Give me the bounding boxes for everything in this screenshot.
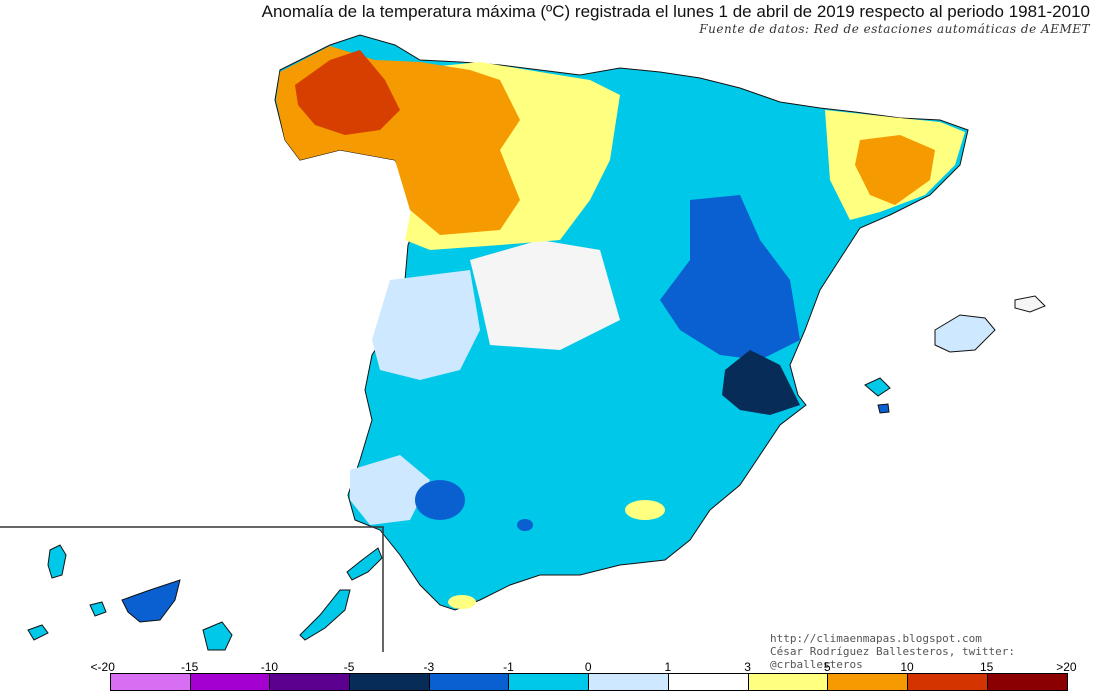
canary-inset-frame xyxy=(0,526,384,652)
island-formentera xyxy=(877,403,890,414)
legend-tick-label: >20 xyxy=(1056,660,1077,674)
blue-spot-south-2 xyxy=(517,519,533,531)
legend-swatch xyxy=(828,674,908,690)
region-blue-east xyxy=(660,195,800,360)
map-title: Anomalía de la temperatura máxima (ºC) r… xyxy=(261,2,1090,21)
legend-swatch xyxy=(270,674,351,690)
legend-swatch xyxy=(111,674,191,690)
island-el-hierro xyxy=(27,624,49,641)
data-source: Fuente de datos: Red de estaciones autom… xyxy=(699,22,1090,36)
island-gran-canaria xyxy=(202,621,233,651)
legend-swatch xyxy=(350,674,430,690)
island-fuerteventura xyxy=(299,589,351,641)
legend-tick-label: 5 xyxy=(823,660,831,674)
legend-tick-label: -15 xyxy=(181,660,199,674)
region-light-blue-west xyxy=(372,270,480,380)
yellow-spot-andalucia xyxy=(625,500,665,520)
legend-swatch xyxy=(429,674,510,690)
legend-tick-label: 10 xyxy=(900,660,914,674)
credit-author: César Rodríguez Ballesteros, twitter: @c… xyxy=(770,645,1016,671)
legend-swatch xyxy=(190,674,271,690)
legend-tick-label: <-20 xyxy=(90,660,115,674)
island-tenerife xyxy=(121,579,181,623)
island-la-gomera xyxy=(89,601,107,617)
island-la-palma xyxy=(47,544,67,579)
region-central xyxy=(470,240,620,350)
blue-spot-south xyxy=(415,480,465,520)
island-ibiza xyxy=(864,377,891,397)
region-catalonia-orange xyxy=(855,135,935,205)
yellow-spot-cadiz xyxy=(448,595,476,609)
legend-swatch xyxy=(907,674,988,690)
legend-tick-label: 15 xyxy=(980,660,994,674)
color-legend xyxy=(110,673,1069,691)
region-navy-valencia xyxy=(722,350,800,415)
legend-swatch xyxy=(509,674,590,690)
legend-tick-label: -3 xyxy=(423,660,435,674)
legend-tick-label: 0 xyxy=(584,660,592,674)
island-menorca xyxy=(1014,295,1046,313)
legend-tick-label: 3 xyxy=(744,660,751,674)
legend-swatch xyxy=(748,674,829,690)
legend-swatch xyxy=(589,674,669,690)
legend-swatch xyxy=(668,674,749,690)
legend-tick-label: -5 xyxy=(343,660,355,674)
legend-tick-label: 1 xyxy=(664,660,672,674)
island-lanzarote xyxy=(346,547,383,581)
legend-swatch xyxy=(987,674,1068,690)
region-light-blue-south xyxy=(350,455,430,525)
region-galicia xyxy=(295,50,400,135)
legend-tick-label: -1 xyxy=(503,660,514,674)
legend-tick-label: -10 xyxy=(260,660,279,674)
island-mallorca xyxy=(934,314,996,353)
credit-url: http://climaenmapas.blogspot.com xyxy=(770,632,982,645)
